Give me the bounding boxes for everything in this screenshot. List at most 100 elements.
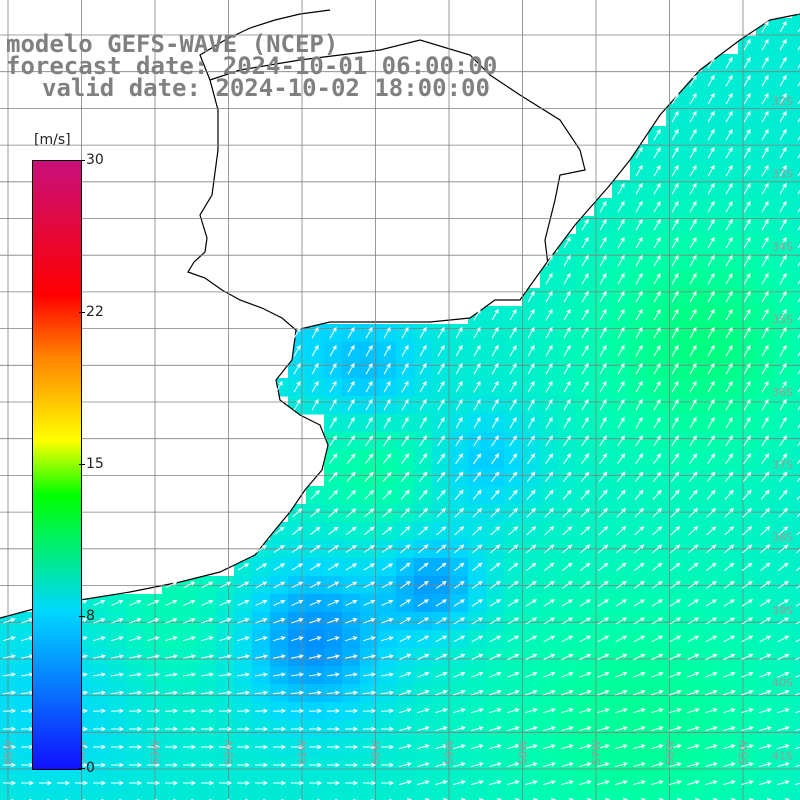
wind-arrow bbox=[597, 562, 609, 572]
wind-arrow bbox=[471, 617, 484, 625]
wind-arrow bbox=[562, 544, 573, 554]
wind-arrow bbox=[633, 690, 646, 696]
wind-arrow bbox=[725, 200, 733, 213]
wind-arrow bbox=[743, 56, 751, 69]
wind-arrow bbox=[743, 380, 751, 393]
wind-arrow bbox=[741, 690, 754, 696]
wind-arrow bbox=[236, 690, 251, 696]
wind-arrow bbox=[309, 780, 323, 786]
wind-arrow bbox=[651, 617, 664, 625]
wind-arrow bbox=[633, 635, 646, 643]
speed-cell bbox=[792, 594, 800, 613]
wind-arrow bbox=[527, 416, 535, 429]
wind-arrow bbox=[363, 744, 377, 750]
wind-arrow bbox=[561, 708, 574, 714]
wind-arrow bbox=[362, 708, 377, 714]
wind-arrow bbox=[507, 690, 520, 696]
wind-arrow bbox=[293, 398, 301, 411]
wind-arrow bbox=[651, 635, 664, 643]
wind-arrow bbox=[724, 526, 735, 536]
speed-cell bbox=[792, 684, 800, 703]
wind-arrow bbox=[165, 636, 178, 642]
wind-arrow bbox=[579, 671, 592, 678]
wind-arrow bbox=[705, 599, 718, 607]
wind-arrow bbox=[491, 326, 499, 339]
wind-arrow bbox=[544, 471, 554, 483]
speed-cell bbox=[792, 648, 800, 667]
wind-arrow bbox=[635, 344, 643, 357]
wind-arrow bbox=[742, 471, 752, 483]
wind-arrow bbox=[399, 780, 412, 786]
wind-arrow bbox=[363, 780, 377, 786]
wind-arrow bbox=[563, 344, 571, 357]
wind-arrow bbox=[201, 581, 214, 589]
wind-arrow bbox=[777, 653, 790, 660]
colorbar bbox=[32, 160, 82, 770]
wind-arrow bbox=[418, 471, 428, 483]
wind-arrow bbox=[328, 453, 338, 465]
speed-cell bbox=[774, 792, 793, 800]
speed-cell bbox=[792, 54, 800, 73]
wind-arrow bbox=[201, 618, 214, 624]
wind-arrow bbox=[725, 344, 733, 357]
wind-arrow bbox=[255, 581, 268, 589]
wind-arrow bbox=[653, 272, 661, 285]
wind-arrow bbox=[419, 362, 427, 375]
speed-cell bbox=[792, 288, 800, 307]
wind-arrow bbox=[669, 780, 682, 786]
wind-arrow bbox=[417, 726, 430, 732]
wind-arrow bbox=[382, 508, 393, 518]
wind-arrow bbox=[291, 581, 304, 589]
wind-arrow bbox=[435, 708, 448, 714]
wind-arrow bbox=[633, 744, 646, 750]
wind-arrow bbox=[615, 635, 628, 643]
wind-arrow bbox=[399, 562, 411, 572]
wind-arrow bbox=[290, 654, 304, 659]
wind-arrow bbox=[183, 762, 197, 768]
wind-arrow bbox=[725, 416, 733, 429]
wind-arrow bbox=[347, 362, 355, 375]
wind-arrow bbox=[743, 326, 751, 339]
wind-arrow bbox=[635, 164, 643, 177]
wind-arrow bbox=[489, 762, 502, 768]
wind-arrow bbox=[236, 654, 250, 659]
wind-arrow bbox=[129, 780, 143, 786]
wind-arrow bbox=[417, 671, 430, 678]
wind-arrow bbox=[129, 618, 142, 624]
wind-arrow bbox=[454, 544, 465, 554]
wind-arrow bbox=[761, 344, 769, 357]
wind-arrow bbox=[707, 200, 715, 213]
wind-arrow bbox=[615, 580, 627, 589]
wind-arrow bbox=[401, 435, 409, 447]
wind-arrow bbox=[779, 128, 787, 141]
wind-arrow bbox=[237, 581, 250, 589]
wind-arrow bbox=[273, 672, 286, 677]
wind-arrow bbox=[597, 580, 609, 589]
wind-arrow bbox=[309, 618, 322, 624]
wind-arrow bbox=[597, 690, 610, 696]
wind-arrow bbox=[615, 617, 628, 625]
wind-arrow bbox=[363, 544, 375, 553]
wind-arrow bbox=[3, 744, 17, 750]
wind-arrow bbox=[579, 562, 591, 572]
wind-arrow bbox=[147, 726, 161, 732]
wind-arrow bbox=[795, 728, 800, 732]
wind-arrow bbox=[669, 562, 681, 572]
wind-arrow bbox=[381, 726, 395, 732]
wind-arrow bbox=[689, 200, 697, 213]
wind-arrow bbox=[724, 471, 734, 483]
wind-arrow bbox=[743, 164, 751, 177]
wind-arrow bbox=[111, 599, 124, 606]
speed-cell bbox=[792, 558, 800, 577]
wind-arrow bbox=[705, 690, 718, 696]
wind-arrow bbox=[453, 617, 466, 625]
wind-arrow bbox=[562, 526, 573, 536]
wind-arrow bbox=[435, 562, 447, 572]
wind-arrow bbox=[599, 362, 607, 375]
wind-arrow bbox=[671, 326, 679, 339]
wind-arrow bbox=[651, 690, 664, 696]
wind-arrow bbox=[741, 562, 753, 572]
wind-arrow bbox=[778, 526, 789, 536]
wind-arrow bbox=[779, 200, 787, 213]
wind-arrow bbox=[725, 254, 733, 267]
